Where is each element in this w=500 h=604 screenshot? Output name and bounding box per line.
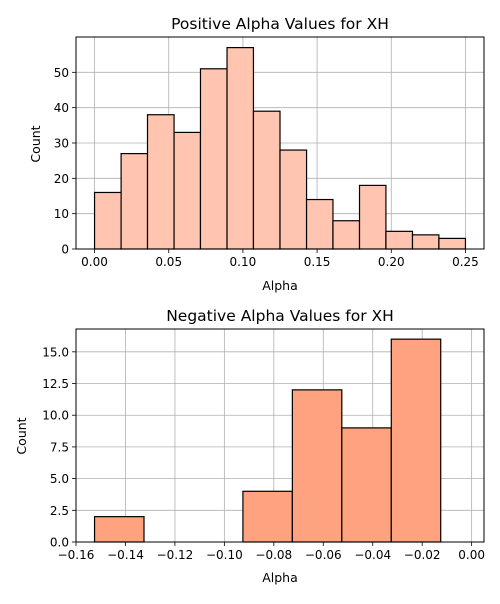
x-tick-label: 0.15 <box>304 255 331 269</box>
x-tick-label: −0.12 <box>157 548 194 562</box>
chart-1-xlabel: Alpha <box>262 278 298 293</box>
histogram-bar <box>173 131 202 250</box>
histogram-bar <box>332 220 361 250</box>
histogram-bar <box>146 114 175 250</box>
histogram-bar <box>93 516 145 543</box>
histogram-bar <box>120 153 149 250</box>
histogram-bar <box>411 234 440 250</box>
x-tick-label: 0.00 <box>81 255 108 269</box>
chart-negative-alpha: Negative Alpha Values for XH Alpha Count… <box>14 307 485 585</box>
x-tick-label: 0.00 <box>458 548 485 562</box>
x-tick-label: −0.04 <box>354 548 391 562</box>
x-tick-label: 0.10 <box>230 255 257 269</box>
x-tick-label: 0.25 <box>452 255 479 269</box>
histogram-bar <box>226 46 255 250</box>
chart-1-ylabel: Count <box>28 125 43 162</box>
chart-1-y-ticks: 0 10 20 30 40 50 <box>54 66 76 257</box>
histogram-bar <box>341 427 392 543</box>
y-tick-label: 20 <box>54 172 69 186</box>
y-tick-label: 0.0 <box>50 536 69 550</box>
y-tick-label: 5.0 <box>50 472 69 486</box>
histogram-bar <box>438 237 467 250</box>
y-tick-label: 2.5 <box>50 504 69 518</box>
y-tick-label: 12.5 <box>42 377 69 391</box>
chart-2-title: Negative Alpha Values for XH <box>166 307 394 325</box>
chart-positive-alpha: Positive Alpha Values for XH Alpha Count… <box>28 15 485 293</box>
y-tick-label: 50 <box>54 66 69 80</box>
y-tick-label: 10 <box>54 207 69 221</box>
y-tick-label: 10.0 <box>42 409 69 423</box>
histogram-bar <box>385 230 414 250</box>
chart-1-x-ticks: 0.00 0.05 0.10 0.15 0.20 0.25 <box>81 249 479 269</box>
y-tick-label: 30 <box>54 137 69 151</box>
chart-1-title: Positive Alpha Values for XH <box>171 15 389 33</box>
chart-2-y-ticks: 0.0 2.5 5.0 7.5 10.0 12.5 15.0 <box>42 345 76 550</box>
x-tick-label: −0.16 <box>58 548 95 562</box>
histogram-bar <box>291 389 343 543</box>
histogram-bar <box>305 198 334 250</box>
histogram-bar <box>252 110 281 250</box>
histogram-bar <box>358 184 387 250</box>
x-tick-label: −0.02 <box>404 548 441 562</box>
histogram-bar <box>93 191 122 250</box>
y-tick-label: 7.5 <box>50 440 69 454</box>
x-tick-label: 0.05 <box>155 255 182 269</box>
chart-2-frame <box>75 328 485 543</box>
chart-2-x-ticks: −0.16 −0.14 −0.12 −0.10 −0.08 −0.06 −0.04 −0.02… <box>58 542 485 562</box>
x-tick-label: −0.06 <box>305 548 342 562</box>
x-tick-label: −0.10 <box>206 548 243 562</box>
y-tick-label: 0 <box>61 243 69 257</box>
y-tick-label: 40 <box>54 101 69 115</box>
x-tick-label: −0.14 <box>107 548 144 562</box>
x-tick-label: 0.20 <box>378 255 405 269</box>
x-tick-label: −0.08 <box>255 548 292 562</box>
chart-2-xlabel: Alpha <box>262 570 298 585</box>
histogram-bar <box>199 68 228 250</box>
histogram-bar <box>390 338 442 543</box>
histogram-bar <box>279 149 308 250</box>
chart-2-ylabel: Count <box>14 417 29 454</box>
chart-2-bars <box>93 338 442 543</box>
y-tick-label: 15.0 <box>42 345 69 359</box>
chart-1-bars <box>93 46 467 250</box>
histogram-bar <box>242 490 293 543</box>
